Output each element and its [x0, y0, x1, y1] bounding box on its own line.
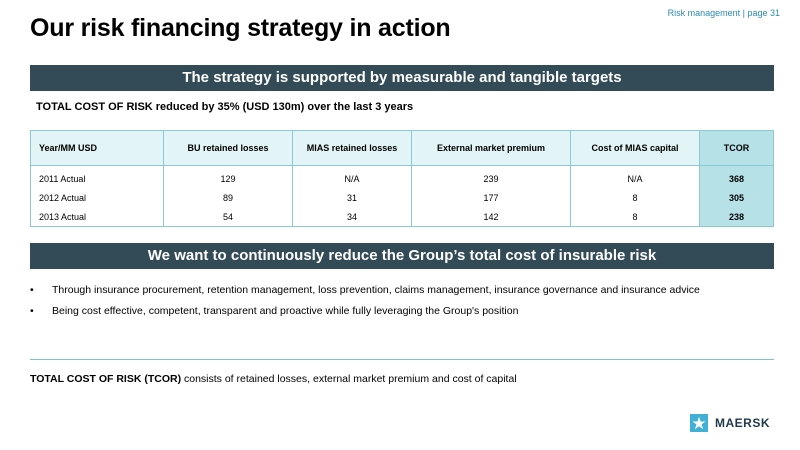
bullet-icon: • [30, 305, 34, 317]
table-cell: 2011 Actual [30, 165, 164, 188]
table-cell: 239 [411, 165, 571, 188]
tcor-reduction-subhead: TOTAL COST OF RISK reduced by 35% (USD 1… [36, 101, 414, 113]
table-cell-tcor: 368 [699, 165, 774, 188]
column-header-mias-capital: Cost of MIAS capital [570, 130, 700, 166]
column-header-mias-retained: MIAS retained losses [292, 130, 412, 166]
column-header-external-premium: External market premium [411, 130, 571, 166]
table-cell-tcor: 305 [699, 188, 774, 207]
table-cell: 34 [292, 207, 412, 227]
footnote-text: consists of retained losses, external ma… [181, 373, 517, 385]
list-item-text: Through insurance procurement, retention… [52, 284, 700, 296]
bullet-icon: • [30, 284, 34, 296]
table-cell: N/A [292, 165, 412, 188]
table-cell: 8 [570, 207, 700, 227]
list-item-text: Being cost effective, competent, transpa… [52, 305, 519, 317]
table-cell: 2012 Actual [30, 188, 164, 207]
list-item: • Through insurance procurement, retenti… [30, 284, 700, 296]
star-icon [689, 414, 708, 432]
table-row: 2013 Actual 54 34 142 8 238 [30, 207, 774, 227]
table-cell: 2013 Actual [30, 207, 164, 227]
tcor-table: Year/MM USD BU retained losses MIAS reta… [30, 130, 774, 227]
strategy-banner: The strategy is supported by measurable … [30, 65, 774, 91]
maersk-logo: MAERSK [689, 414, 770, 432]
reduce-cost-banner: We want to continuously reduce the Group… [30, 243, 774, 269]
divider [30, 359, 774, 360]
table-cell-tcor: 238 [699, 207, 774, 227]
table-cell: 8 [570, 188, 700, 207]
table-row: 2012 Actual 89 31 177 8 305 [30, 188, 774, 207]
table-header-row: Year/MM USD BU retained losses MIAS reta… [30, 130, 774, 166]
column-header-tcor: TCOR [699, 130, 774, 166]
column-header-year: Year/MM USD [30, 130, 164, 166]
table-cell: 89 [163, 188, 293, 207]
list-item: • Being cost effective, competent, trans… [30, 305, 700, 317]
table-cell: 31 [292, 188, 412, 207]
column-header-bu-retained: BU retained losses [163, 130, 293, 166]
bullet-list: • Through insurance procurement, retenti… [30, 284, 700, 326]
logo-text: MAERSK [714, 416, 770, 430]
table-cell: N/A [570, 165, 700, 188]
footnote-term: TOTAL COST OF RISK (TCOR) [30, 373, 182, 385]
tcor-definition-footnote: TOTAL COST OF RISK (TCOR) consists of re… [30, 373, 517, 385]
table-cell: 54 [163, 207, 293, 227]
table-cell: 177 [411, 188, 571, 207]
table-row: 2011 Actual 129 N/A 239 N/A 368 [30, 165, 774, 188]
page-title: Our risk financing strategy in action [30, 14, 451, 42]
table-cell: 129 [163, 165, 293, 188]
page-label: Risk management | page 31 [667, 8, 780, 18]
table-cell: 142 [411, 207, 571, 227]
